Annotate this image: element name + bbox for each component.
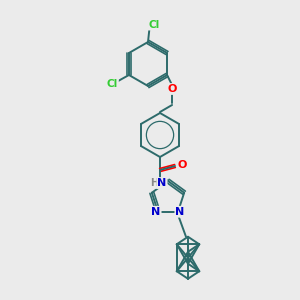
Text: O: O: [177, 160, 187, 170]
Text: N: N: [176, 207, 184, 217]
Text: H: H: [150, 178, 158, 188]
Text: N: N: [158, 178, 166, 188]
Text: Cl: Cl: [107, 79, 118, 89]
Text: Cl: Cl: [148, 20, 159, 30]
Text: O: O: [167, 84, 177, 94]
Text: N: N: [152, 207, 160, 217]
